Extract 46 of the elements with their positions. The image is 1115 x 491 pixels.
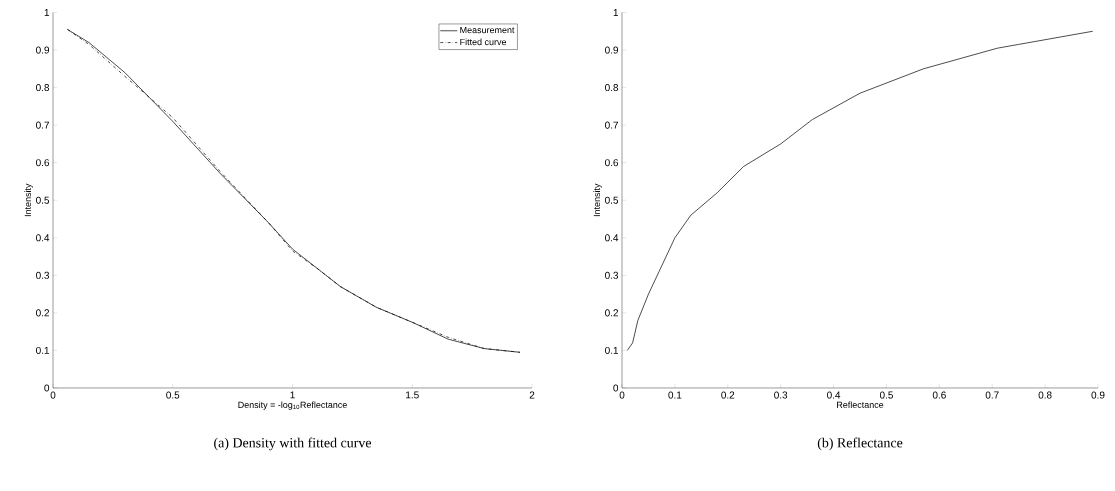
y-tick-label: 0.1 xyxy=(605,346,619,354)
y-tick-label: 0.6 xyxy=(36,159,50,167)
y-tick-label: 0.4 xyxy=(36,234,50,242)
x-tick-label: 0.1 xyxy=(668,391,682,399)
x-tick-label: 0.8 xyxy=(1038,391,1052,399)
y-tick-label: 0.9 xyxy=(605,46,619,54)
y-tick-label: 0.3 xyxy=(36,271,50,279)
y-axis-title: Intensity xyxy=(593,183,602,217)
x-tick-label: 1 xyxy=(290,391,295,399)
y-tick-label: 0 xyxy=(613,384,619,392)
x-axis-title: Density = -log$_{10}$Reflectance xyxy=(238,401,347,410)
text: (a) Density with fitted curve xyxy=(214,437,372,451)
line-series xyxy=(626,30,1094,351)
y-tick-label: 0.5 xyxy=(605,196,619,204)
x-tick-label: 0.5 xyxy=(166,391,180,399)
x-tick-label: 0.7 xyxy=(985,391,999,399)
y-tick-label: 0.9 xyxy=(36,46,50,54)
x-tick-label: 2 xyxy=(529,391,535,399)
y-tick-label: 0.6 xyxy=(605,159,619,167)
y-tick-label: 0.1 xyxy=(36,346,50,354)
y-tick-label: 0.5 xyxy=(36,196,50,204)
text: (b) Reflectance xyxy=(817,437,903,451)
y-tick-label: 0.4 xyxy=(605,234,619,242)
x-tick-label: 0 xyxy=(619,391,625,399)
y-tick-label: 1 xyxy=(613,9,619,16)
legend-label: Fitted curve xyxy=(460,38,507,46)
y-tick-label: 0.7 xyxy=(36,121,49,129)
x-tick-label: 0.5 xyxy=(879,391,893,399)
y-tick-label: 1 xyxy=(44,9,50,16)
y-tick-label: 0.8 xyxy=(36,84,50,92)
legend-label: Measurement xyxy=(460,26,515,34)
y-tick-label: 0.2 xyxy=(36,309,49,317)
y-axis-title: Intensity xyxy=(24,183,33,217)
x-tick-label: 0.3 xyxy=(774,391,788,399)
x-tick-label: 0.6 xyxy=(932,391,946,399)
y-tick-label: 0.2 xyxy=(605,309,618,317)
y-tick-label: 0.7 xyxy=(605,121,618,129)
x-tick-label: 0.4 xyxy=(827,391,841,399)
x-tick-label: 1.5 xyxy=(406,391,419,399)
x-tick-label: 0 xyxy=(50,391,56,399)
x-tick-label: 0.9 xyxy=(1091,391,1105,399)
y-tick-label: 0 xyxy=(44,384,50,392)
y-tick-label: 0.3 xyxy=(605,271,619,279)
x-tick-label: 0.2 xyxy=(721,391,735,399)
y-tick-label: 0.8 xyxy=(605,84,619,92)
x-axis-title: Reflectance xyxy=(837,401,884,408)
